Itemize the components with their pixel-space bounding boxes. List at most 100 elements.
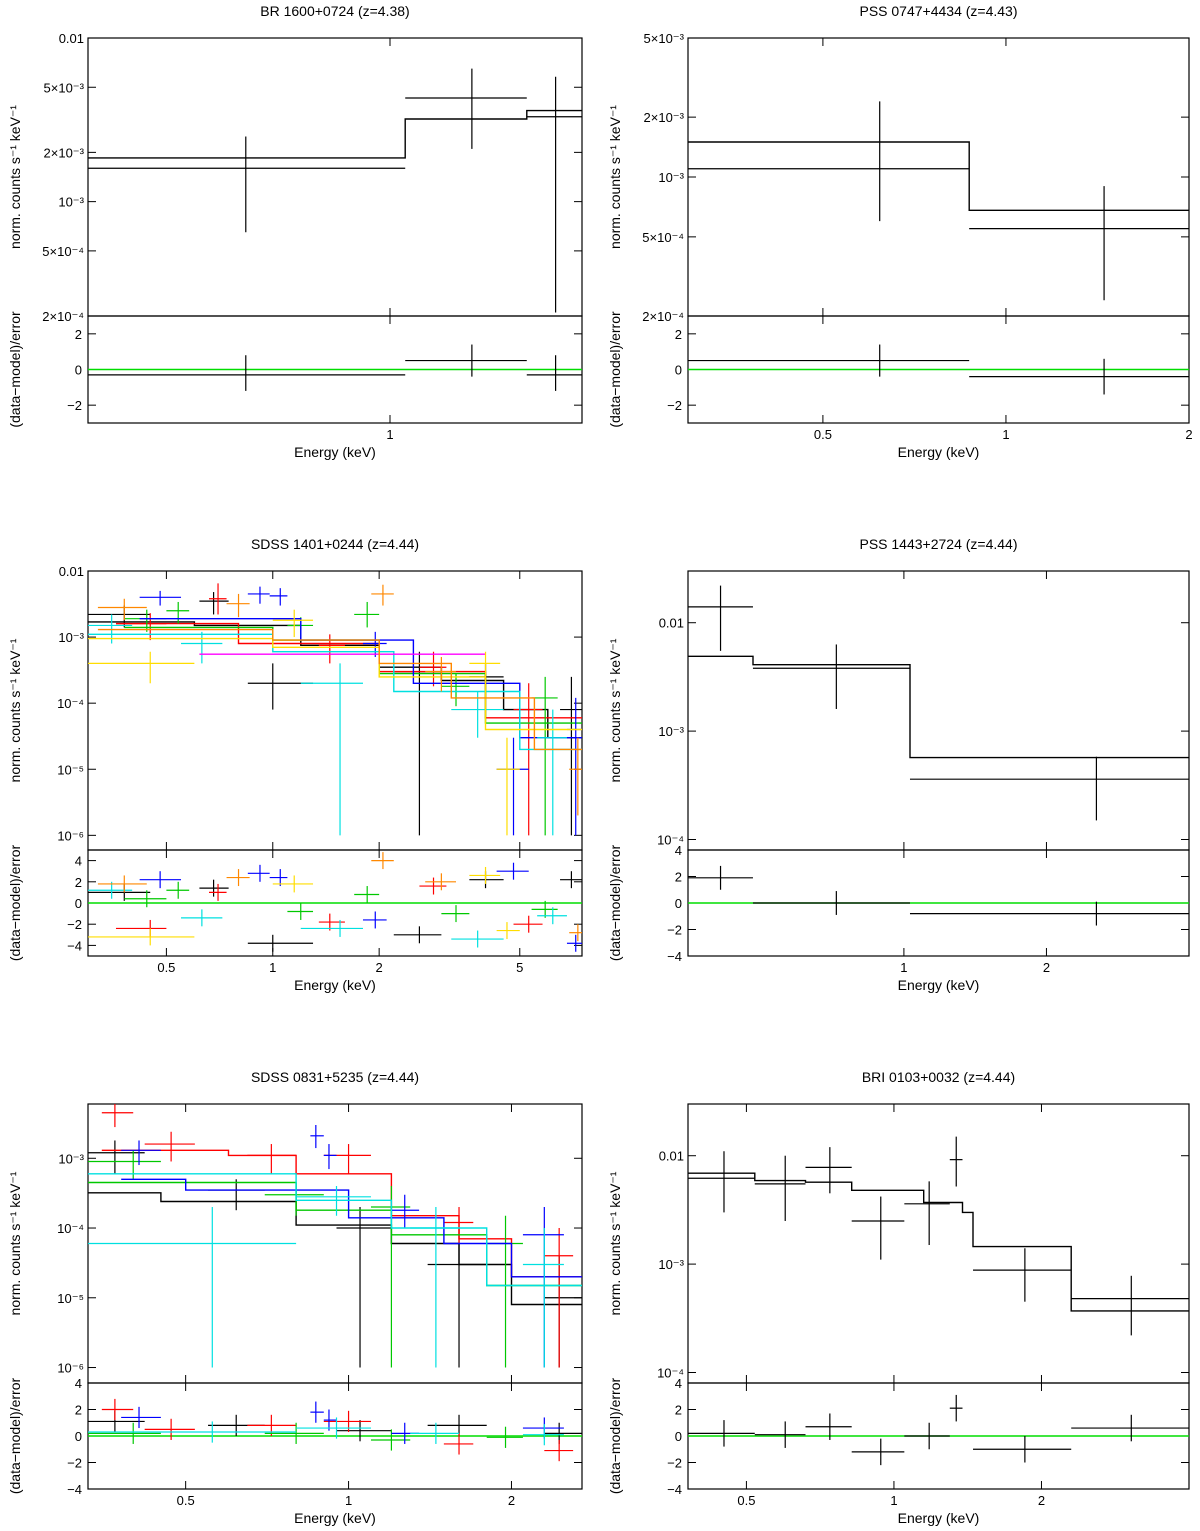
series-1 <box>688 101 1189 395</box>
y-tick-label: 10⁻⁴ <box>657 832 684 847</box>
series-2 <box>101 1104 582 1462</box>
residual-tick-label: −2 <box>67 398 82 413</box>
residual-axis-label: (data−model)/error <box>7 844 23 961</box>
y-tick-label: 10⁻³ <box>658 724 684 739</box>
model-step-line <box>88 633 582 751</box>
residual-axis-label: (data−model)/error <box>7 311 23 428</box>
panel-title: SDSS 1401+0244 (z=4.44) <box>251 536 419 552</box>
residual-tick-label: 4 <box>675 843 682 858</box>
y-tick-label: 0.01 <box>659 616 684 631</box>
x-tick-label: 0.5 <box>814 427 832 442</box>
x-axis-label: Energy (keV) <box>898 977 980 993</box>
panel-3: SDSS 1401+0244 (z=4.44) 0.01 10⁻³ 10⁻⁴ 10⁻⁵ 1… <box>7 536 583 993</box>
model-step-line <box>101 1149 582 1278</box>
x-tick-label: 1 <box>386 427 393 442</box>
model-step-line <box>688 141 1189 211</box>
x-tick-label: 0.5 <box>177 1493 195 1508</box>
panel-title: PSS 1443+2724 (z=4.44) <box>859 536 1017 552</box>
series-5 <box>88 1173 582 1446</box>
residual-tick-label: 2 <box>75 1403 82 1418</box>
panel-4: PSS 1443+2724 (z=4.44) 0.01 10⁻³ 10⁻⁴4 2 0 −2 −… <box>607 536 1190 993</box>
residual-tick-label: −4 <box>67 1482 82 1497</box>
x-tick-label: 2 <box>508 1493 515 1508</box>
y-tick-label: 5×10⁻³ <box>644 31 685 46</box>
y-tick-label: 10⁻³ <box>58 1151 84 1166</box>
y-tick-label: 0.01 <box>59 31 84 46</box>
residual-tick-label: −2 <box>67 1456 82 1471</box>
residual-tick-label: −2 <box>667 923 682 938</box>
residual-tick-label: 0 <box>675 363 682 378</box>
model-step-line <box>116 622 582 719</box>
x-axis-label: Energy (keV) <box>294 977 376 993</box>
x-axis-label: Energy (keV) <box>294 444 376 460</box>
y-tick-label: 10⁻⁶ <box>57 828 84 843</box>
model-step-line <box>139 618 582 739</box>
x-tick-label: 0.5 <box>157 960 175 975</box>
residual-tick-label: 4 <box>675 1376 682 1391</box>
y-tick-label: 10⁻⁵ <box>57 762 84 777</box>
y-tick-label: 10⁻³ <box>658 170 684 185</box>
series-2 <box>115 583 582 937</box>
main-plot-frame <box>687 570 1190 851</box>
residual-tick-label: 2 <box>75 327 82 342</box>
x-axis-label: Energy (keV) <box>898 1510 980 1526</box>
y-tick-label: 10⁻³ <box>58 630 84 645</box>
residual-tick-label: −4 <box>67 938 82 953</box>
x-tick-label: 5 <box>516 960 523 975</box>
residual-axis-label: (data−model)/error <box>607 311 623 428</box>
series-3 <box>88 1150 582 1451</box>
y-tick-label: 2×10⁻⁴ <box>642 309 684 324</box>
model-step-line <box>688 1172 1189 1312</box>
x-axis-label: Energy (keV) <box>898 444 980 460</box>
residual-tick-label: −4 <box>667 949 682 964</box>
model-step-line <box>688 655 1189 759</box>
model-step-line <box>97 628 582 751</box>
main-plot-frame <box>87 570 583 851</box>
y-tick-label: 2×10⁻³ <box>44 145 85 160</box>
residual-axis-label: (data−model)/error <box>607 1377 623 1494</box>
y-tick-label: 10⁻⁴ <box>57 1221 84 1236</box>
model-step-line <box>88 1173 582 1287</box>
panel-2: PSS 0747+4434 (z=4.43) 5×10⁻³ 2×10⁻³ 10⁻³ 5×… <box>607 3 1193 460</box>
x-tick-label: 1 <box>345 1493 352 1508</box>
y-tick-label: 10⁻³ <box>58 195 84 210</box>
y-tick-label: 2×10⁻³ <box>644 110 685 125</box>
panel-title: SDSS 0831+5235 (z=4.44) <box>251 1069 419 1085</box>
y-tick-label: 5×10⁻³ <box>44 80 85 95</box>
series-1 <box>688 1136 1189 1466</box>
y-tick-label: 5×10⁻⁴ <box>42 244 84 259</box>
y-tick-label: 0.01 <box>59 564 84 579</box>
x-tick-label: 1 <box>890 1493 897 1508</box>
residual-tick-label: 0 <box>675 1429 682 1444</box>
panel-title: BR 1600+0724 (z=4.38) <box>260 3 409 19</box>
model-step-line <box>121 1178 582 1278</box>
panel-1: BR 1600+0724 (z=4.38) 0.01 5×10⁻³ 2×10⁻³ 10⁻… <box>7 3 583 460</box>
model-step-line <box>88 1181 582 1287</box>
y-tick-label: 0.01 <box>659 1149 684 1164</box>
series-1 <box>88 1140 582 1444</box>
x-axis-label: Energy (keV) <box>294 1510 376 1526</box>
panel-5: SDSS 0831+5235 (z=4.44) 10⁻³ 10⁻⁴ 10⁻⁵ 10⁻⁶4… <box>7 1069 583 1526</box>
residual-tick-label: −2 <box>67 917 82 932</box>
residual-tick-label: −2 <box>667 398 682 413</box>
residual-tick-label: 4 <box>75 1376 82 1391</box>
residual-tick-label: 0 <box>75 896 82 911</box>
residual-tick-label: −2 <box>667 1456 682 1471</box>
residual-tick-label: 2 <box>675 327 682 342</box>
y-tick-label: 10⁻⁴ <box>57 696 84 711</box>
y-tick-label: 2×10⁻⁴ <box>42 309 84 324</box>
series-1 <box>88 68 582 391</box>
x-tick-label: 2 <box>1185 427 1192 442</box>
series-7 <box>88 609 582 946</box>
y-tick-label: 10⁻⁴ <box>657 1365 684 1380</box>
x-tick-label: 2 <box>1043 960 1050 975</box>
x-tick-label: 0.5 <box>737 1493 755 1508</box>
series-4 <box>121 1124 582 1444</box>
y-axis-label: norm. counts s⁻¹ keV⁻¹ <box>7 1171 23 1315</box>
residual-tick-label: 2 <box>75 875 82 890</box>
y-axis-label: norm. counts s⁻¹ keV⁻¹ <box>7 638 23 782</box>
y-tick-label: 5×10⁻⁴ <box>642 230 684 245</box>
model-step-line <box>124 626 582 724</box>
series-1 <box>88 592 582 952</box>
main-plot-frame <box>687 1103 1190 1384</box>
